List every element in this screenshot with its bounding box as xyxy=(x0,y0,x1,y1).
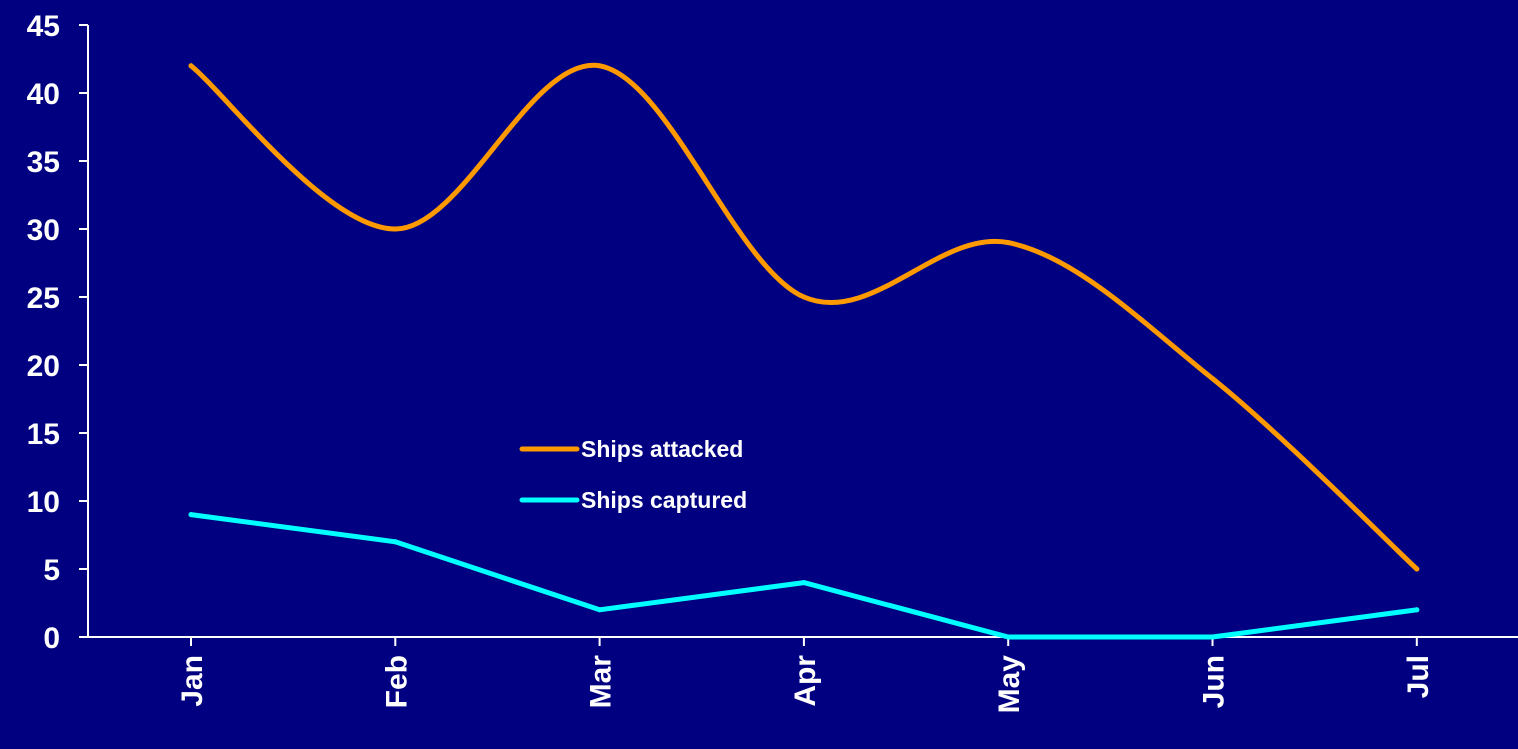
data-point-ships-attacked xyxy=(801,294,807,300)
data-point-ships-attacked xyxy=(188,63,194,69)
x-tick-label: Feb xyxy=(380,655,413,708)
data-point-ships-attacked xyxy=(1414,566,1420,572)
y-tick-label: 25 xyxy=(27,282,60,315)
data-point-ships-captured xyxy=(597,607,603,613)
x-tick-label: Apr xyxy=(789,655,822,707)
x-tick-label: May xyxy=(993,655,1026,714)
y-tick-label: 0 xyxy=(43,622,60,655)
data-point-ships-captured xyxy=(188,512,194,518)
y-tick-label: 45 xyxy=(27,10,60,43)
data-point-ships-captured xyxy=(1414,607,1420,613)
legend-label: Ships attacked xyxy=(581,436,743,462)
data-point-ships-attacked xyxy=(597,63,603,69)
data-point-ships-captured xyxy=(1210,634,1215,640)
x-tick-label: Mar xyxy=(585,655,618,709)
series-line-ships-captured xyxy=(188,512,1420,640)
y-tick-label: 5 xyxy=(43,554,60,587)
y-tick-label: 40 xyxy=(27,78,60,111)
data-point-ships-captured xyxy=(801,580,807,586)
series-line-ships-attacked xyxy=(188,63,1420,572)
legend: Ships attacked Ships captured xyxy=(519,436,747,513)
data-point-ships-attacked xyxy=(392,226,398,232)
y-tick-label: 15 xyxy=(27,418,60,451)
y-tick-label: 35 xyxy=(27,146,60,179)
y-tick-label: 10 xyxy=(27,486,60,519)
y-tick-label: 20 xyxy=(27,350,60,383)
data-point-ships-attacked xyxy=(1210,376,1215,382)
legend-label: Ships captured xyxy=(581,487,747,513)
x-tick-label: Jun xyxy=(1198,655,1231,708)
x-tick-label: Jul xyxy=(1402,655,1435,698)
data-point-ships-captured xyxy=(1005,634,1011,640)
data-point-ships-captured xyxy=(392,539,398,545)
x-tick-label: Jan xyxy=(176,655,209,707)
y-tick-label: 30 xyxy=(27,214,60,247)
data-point-ships-attacked xyxy=(1005,240,1011,246)
